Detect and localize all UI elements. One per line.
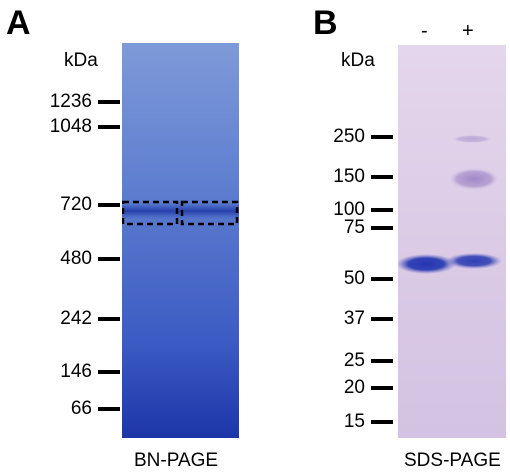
panel-a-marker-480: 480 bbox=[60, 249, 120, 269]
marker-tick bbox=[371, 386, 393, 390]
marker-label: 480 bbox=[60, 248, 92, 269]
marker-tick bbox=[98, 203, 120, 207]
marker-tick bbox=[371, 175, 393, 179]
marker-label: 150 bbox=[333, 166, 365, 187]
marker-label: 66 bbox=[70, 398, 92, 419]
faint-band-upper bbox=[449, 168, 499, 190]
bn-page-gel bbox=[122, 43, 239, 438]
marker-tick bbox=[371, 277, 393, 281]
panel-a-marker-720: 720 bbox=[60, 195, 120, 215]
panel-a-kda-label: kDa bbox=[64, 50, 98, 71]
panel-a-marker-66: 66 bbox=[71, 399, 120, 419]
panel-b-marker-250: 250 bbox=[333, 127, 393, 147]
marker-label: 242 bbox=[60, 308, 92, 329]
marker-label: 25 bbox=[343, 350, 365, 371]
marker-tick bbox=[98, 317, 120, 321]
panel-a-marker-242: 242 bbox=[60, 309, 120, 329]
marker-label: 146 bbox=[60, 361, 92, 382]
panel-a-letter: A bbox=[6, 4, 31, 42]
gel-background bbox=[398, 45, 506, 438]
panel-b-marker-100: 100 bbox=[333, 200, 393, 220]
marker-label: 50 bbox=[343, 268, 365, 289]
marker-label: 100 bbox=[333, 199, 365, 220]
marker-tick bbox=[98, 125, 120, 129]
marker-label: 75 bbox=[343, 217, 365, 238]
main-band-plus bbox=[446, 253, 502, 269]
marker-label: 1048 bbox=[49, 116, 92, 137]
marker-tick bbox=[98, 257, 120, 261]
main-band-minus bbox=[398, 254, 456, 274]
marker-label: 15 bbox=[343, 411, 365, 432]
panel-b-marker-20: 20 bbox=[344, 378, 393, 398]
lane-plus-label: + bbox=[462, 20, 474, 42]
panel-b-marker-75: 75 bbox=[344, 218, 393, 238]
faint-band-top bbox=[452, 135, 492, 143]
panel-a-marker-1236: 1236 bbox=[50, 92, 120, 112]
marker-tick bbox=[98, 370, 120, 374]
marker-tick bbox=[371, 359, 393, 363]
marker-label: 20 bbox=[343, 377, 365, 398]
panel-a-marker-1048: 1048 bbox=[50, 117, 120, 137]
panel-b-gel-title: SDS-PAGE bbox=[404, 450, 501, 471]
dashed-box-right bbox=[180, 200, 239, 226]
panel-a-marker-146: 146 bbox=[60, 362, 120, 382]
marker-tick bbox=[371, 420, 393, 424]
dashed-box-left bbox=[122, 200, 179, 226]
gel-band bbox=[122, 203, 239, 219]
panel-b-marker-37: 37 bbox=[344, 309, 393, 329]
marker-tick bbox=[371, 135, 393, 139]
marker-tick bbox=[371, 226, 393, 230]
lane-minus-label: - bbox=[421, 20, 428, 42]
panel-b-marker-15: 15 bbox=[344, 412, 393, 432]
panel-b-letter: B bbox=[313, 4, 338, 42]
panel-b-marker-150: 150 bbox=[333, 167, 393, 187]
marker-label: 250 bbox=[333, 126, 365, 147]
sds-page-gel bbox=[398, 45, 506, 438]
marker-label: 720 bbox=[60, 194, 92, 215]
panel-b-kda-label: kDa bbox=[341, 50, 375, 71]
marker-tick bbox=[371, 208, 393, 212]
marker-tick bbox=[98, 407, 120, 411]
panel-b-marker-25: 25 bbox=[344, 351, 393, 371]
gel-background bbox=[122, 43, 239, 438]
marker-tick bbox=[98, 100, 120, 104]
panel-a-gel-title: BN-PAGE bbox=[134, 450, 219, 471]
marker-label: 1236 bbox=[49, 91, 92, 112]
marker-label: 37 bbox=[343, 308, 365, 329]
panel-b-marker-50: 50 bbox=[344, 269, 393, 289]
marker-tick bbox=[371, 317, 393, 321]
